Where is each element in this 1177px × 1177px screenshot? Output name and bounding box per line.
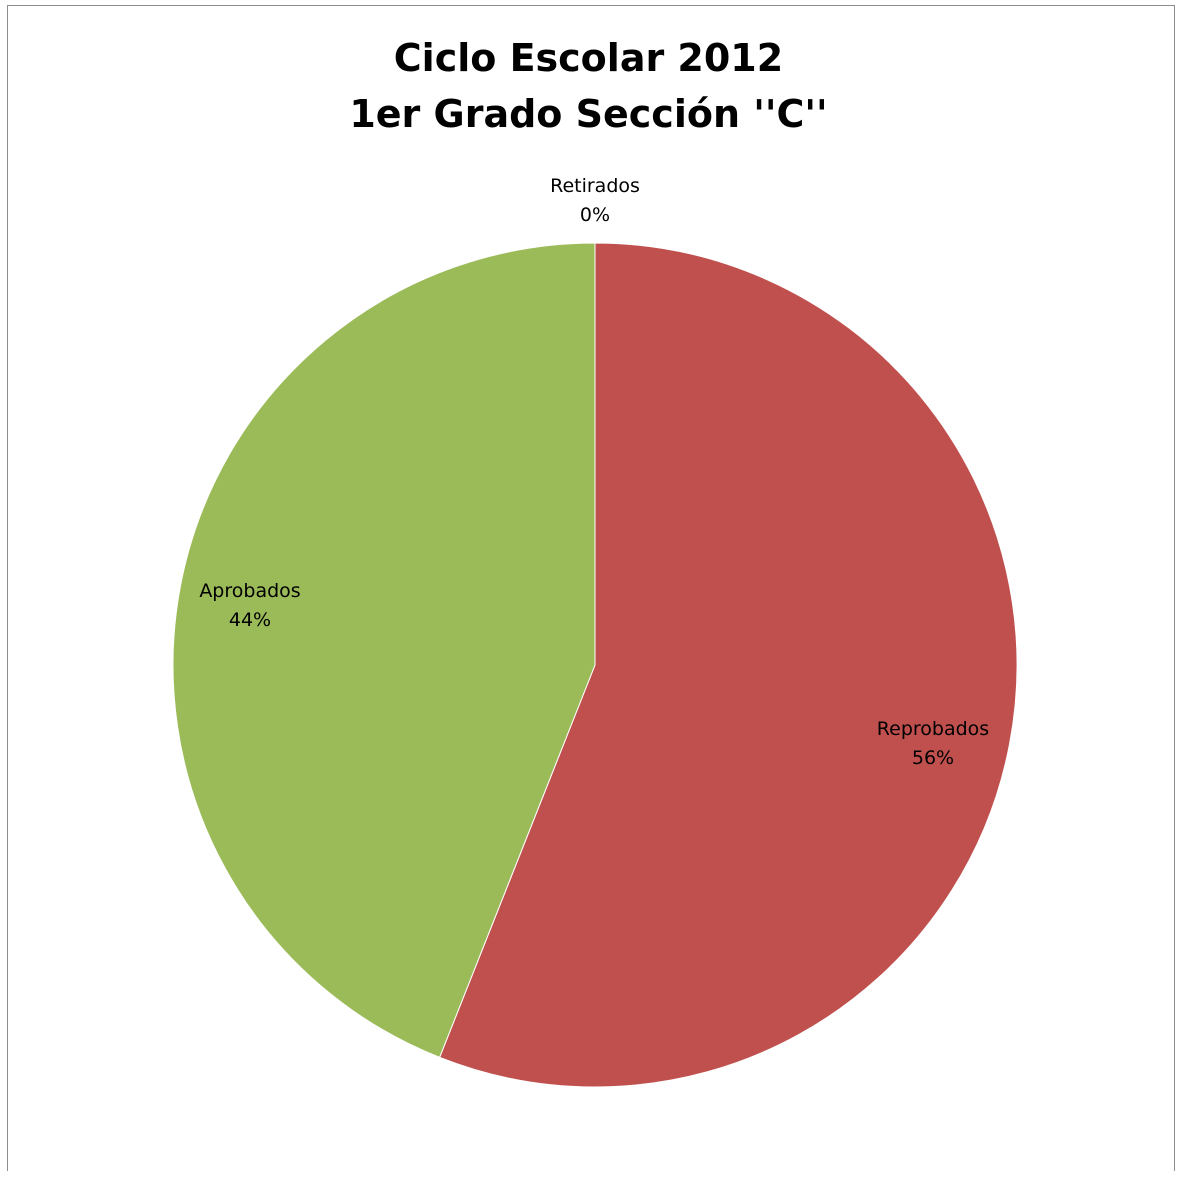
- chart-title: Ciclo Escolar 2012 1er Grado Sección ''C…: [0, 30, 1177, 142]
- chart-title-line-2: 1er Grado Sección ''C'': [349, 92, 828, 136]
- data-label-aprobados: Aprobados 44%: [199, 580, 300, 631]
- data-label-retirados: Retirados 0%: [550, 175, 640, 226]
- chart-title-line-1: Ciclo Escolar 2012: [393, 36, 784, 80]
- data-label-reprobados: Reprobados 56%: [877, 718, 989, 769]
- pie-slice-reprobados: [439, 242, 1018, 1088]
- pie-slice-aprobados: [172, 242, 596, 1059]
